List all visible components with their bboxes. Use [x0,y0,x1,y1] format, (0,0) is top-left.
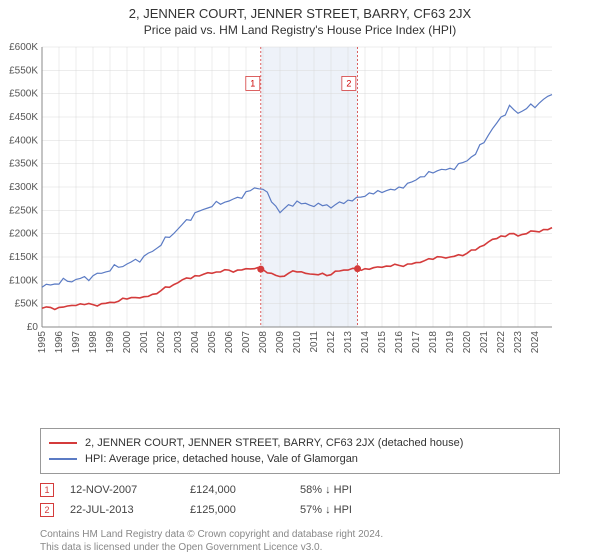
y-tick-label: £400K [9,135,38,146]
sale-marker [257,266,264,273]
x-tick-label: 2019 [445,331,456,354]
x-tick-label: 2008 [258,331,269,354]
x-tick-label: 2016 [394,331,405,354]
event-date: 12-NOV-2007 [70,480,190,500]
chart-title: 2, JENNER COURT, JENNER STREET, BARRY, C… [0,6,600,21]
legend-label: 2, JENNER COURT, JENNER STREET, BARRY, C… [85,435,463,451]
y-tick-label: £600K [9,42,38,53]
x-tick-label: 2021 [479,331,490,354]
sale-marker [354,265,361,272]
x-tick-label: 2024 [530,331,541,354]
title-block: 2, JENNER COURT, JENNER STREET, BARRY, C… [0,0,600,39]
footnote: Contains HM Land Registry data © Crown c… [40,528,560,554]
legend-swatch [49,458,77,460]
events-table: 1 12-NOV-2007£124,00058% ↓ HPI 2 22-JUL-201… [40,480,560,520]
chart-svg: £0£50K£100K£150K£200K£250K£300K£350K£400… [0,39,560,369]
x-tick-label: 1995 [37,331,48,354]
x-tick-label: 2000 [122,331,133,354]
x-tick-label: 2007 [241,331,252,354]
x-tick-label: 2009 [275,331,286,354]
x-tick-label: 2010 [292,331,303,354]
event-price: £124,000 [190,480,300,500]
legend-row: 2, JENNER COURT, JENNER STREET, BARRY, C… [49,435,551,451]
legend: 2, JENNER COURT, JENNER STREET, BARRY, C… [40,428,560,474]
legend-label: HPI: Average price, detached house, Vale… [85,451,358,467]
legend-swatch [49,442,77,444]
x-tick-label: 2005 [207,331,218,354]
x-tick-label: 2023 [513,331,524,354]
x-tick-label: 2004 [190,331,201,354]
y-tick-label: £300K [9,182,38,193]
marker-box-label: 1 [250,78,255,88]
x-tick-label: 2018 [428,331,439,354]
event-row: 2 22-JUL-2013£125,00057% ↓ HPI [40,500,560,520]
x-tick-label: 1998 [88,331,99,354]
y-tick-label: £50K [15,299,39,310]
y-tick-label: £250K [9,205,38,216]
event-pct: 57% ↓ HPI [300,500,420,520]
event-marker: 1 [40,483,54,497]
x-tick-label: 2017 [411,331,422,354]
y-tick-label: £500K [9,89,38,100]
y-tick-label: £550K [9,65,38,76]
x-tick-label: 2006 [224,331,235,354]
x-tick-label: 2001 [139,331,150,354]
y-tick-label: £100K [9,275,38,286]
chart-area: £0£50K£100K£150K£200K£250K£300K£350K£400… [0,39,600,422]
event-price: £125,000 [190,500,300,520]
legend-row: HPI: Average price, detached house, Vale… [49,451,551,467]
event-date: 22-JUL-2013 [70,500,190,520]
y-tick-label: £200K [9,229,38,240]
footnote-line: This data is licensed under the Open Gov… [40,541,560,554]
x-tick-label: 1999 [105,331,116,354]
x-tick-label: 2013 [343,331,354,354]
x-tick-label: 2003 [173,331,184,354]
event-pct: 58% ↓ HPI [300,480,420,500]
y-tick-label: £150K [9,252,38,263]
x-tick-label: 2022 [496,331,507,354]
chart-subtitle: Price paid vs. HM Land Registry's House … [0,21,600,37]
x-tick-label: 2002 [156,331,167,354]
marker-box-label: 2 [346,78,351,88]
x-tick-label: 2011 [309,331,320,353]
footnote-line: Contains HM Land Registry data © Crown c… [40,528,560,541]
event-row: 1 12-NOV-2007£124,00058% ↓ HPI [40,480,560,500]
x-tick-label: 2014 [360,331,371,354]
page-root: 2, JENNER COURT, JENNER STREET, BARRY, C… [0,0,600,560]
event-marker: 2 [40,503,54,517]
x-tick-label: 2020 [462,331,473,354]
x-tick-label: 1997 [71,331,82,354]
y-tick-label: £350K [9,159,38,170]
x-tick-label: 1996 [54,331,65,354]
x-tick-label: 2012 [326,331,337,354]
y-tick-label: £450K [9,112,38,123]
x-tick-label: 2015 [377,331,388,354]
